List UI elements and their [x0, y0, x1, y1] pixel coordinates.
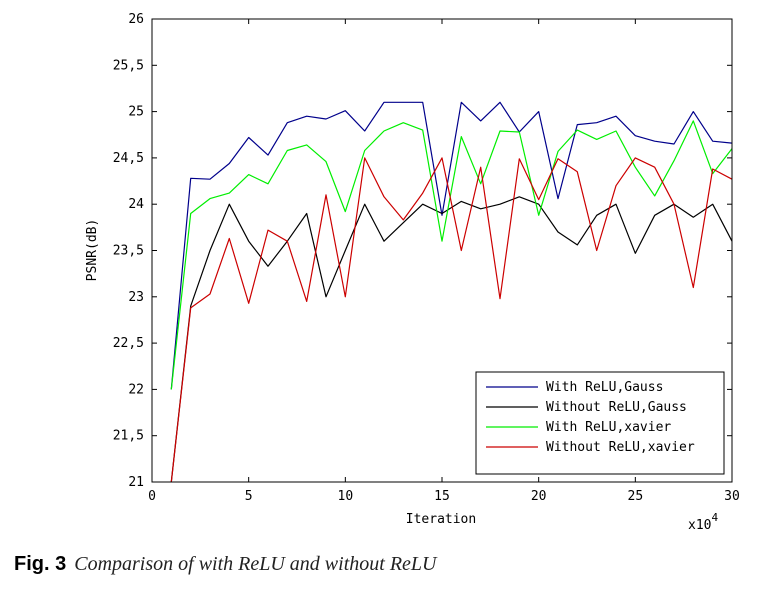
x-tick-label: 5 [245, 489, 253, 504]
y-tick-label: 26 [128, 12, 144, 27]
y-tick-labels: 21 21,5 22 22,5 23 23,5 24 24,5 25 25,5 26 [113, 12, 144, 490]
x-axis-multiplier-exponent: 4 [711, 511, 718, 524]
x-axis-multiplier-base: x10 [688, 518, 711, 533]
figure-caption: Fig. 3 Comparison of with ReLU and withou… [14, 553, 436, 583]
y-tick-label: 22 [128, 382, 144, 397]
legend: With ReLU,Gauss Without ReLU,Gauss With Re… [475, 371, 725, 475]
series-line-4 [170, 157, 733, 483]
legend-label: Without ReLU,xavier [546, 440, 695, 455]
x-tick-label: 10 [338, 489, 354, 504]
x-axis-multiplier: x104 [688, 511, 718, 533]
x-tick-label: 20 [531, 489, 547, 504]
legend-items: With ReLU,Gauss Without ReLU,Gauss With Re… [486, 380, 695, 455]
series-line-1 [170, 101, 733, 390]
x-tick-label: 0 [148, 489, 156, 504]
legend-box [475, 371, 725, 475]
caption-label: Fig. 3 [14, 553, 67, 575]
y-tick-label: 22,5 [113, 336, 144, 351]
y-tick-label: 24,5 [113, 151, 144, 166]
y-tick-label: 25,5 [113, 58, 144, 73]
series-lines [170, 101, 733, 483]
x-tick-label: 30 [724, 489, 740, 504]
legend-label: With ReLU,xavier [546, 420, 671, 435]
y-tick-label: 21 [128, 475, 144, 490]
series-line-2 [170, 196, 733, 483]
series-line-3 [170, 120, 733, 390]
y-tick-label: 23 [128, 290, 144, 305]
plot-area-frame [151, 18, 733, 483]
x-axis-label: Iteration [406, 512, 476, 527]
caption-text: Comparison of with ReLU and without ReLU [74, 553, 437, 575]
legend-label: With ReLU,Gauss [546, 380, 663, 395]
y-tick-label: 23,5 [113, 244, 144, 259]
legend-label: Without ReLU,Gauss [546, 400, 687, 415]
y-tick-label: 24 [128, 197, 144, 212]
x-tick-labels: 0 5 10 15 20 25 30 [148, 489, 740, 504]
y-tick-label: 25 [128, 105, 144, 120]
x-tick-label: 25 [628, 489, 644, 504]
psnr-line-chart: 21 21,5 22 22,5 23 23,5 24 24,5 25 25,5 26 0 5 10 15 2… [85, 12, 740, 533]
x-tick-label: 15 [434, 489, 450, 504]
y-tick-label: 21,5 [113, 429, 144, 444]
y-axis-label: PSNR(dB) [85, 219, 100, 282]
